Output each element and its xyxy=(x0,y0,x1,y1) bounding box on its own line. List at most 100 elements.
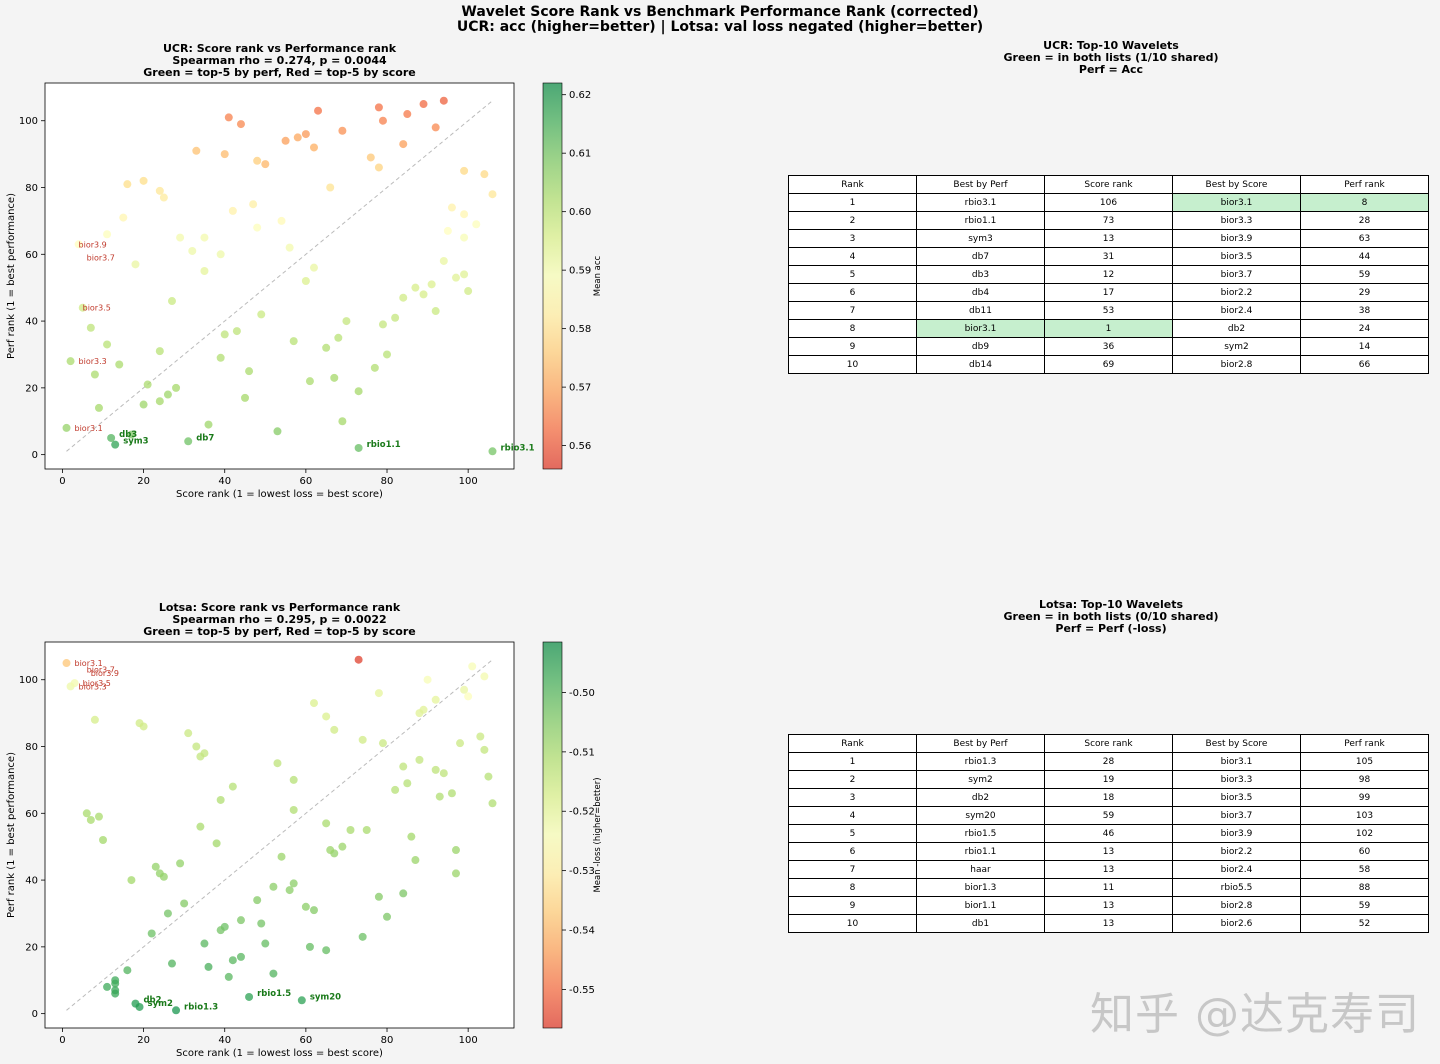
table-cell: bior3.3 xyxy=(1172,770,1301,789)
data-point xyxy=(200,939,209,948)
table-header-row: Rank Best by Perf Score rank Best by Score P… xyxy=(788,734,1429,753)
table-cell: bior1.3 xyxy=(916,878,1045,897)
data-point xyxy=(62,423,71,432)
table-cell: db9 xyxy=(916,337,1045,356)
data-point xyxy=(269,882,278,891)
data-point xyxy=(314,106,323,115)
data-point xyxy=(192,742,201,751)
table-cell: 31 xyxy=(1044,247,1173,266)
colorbar-tick-label: -0.50 xyxy=(569,688,595,699)
point-label: bior3.5 xyxy=(83,679,111,688)
colorbar-label: Mean acc xyxy=(593,255,603,296)
data-point xyxy=(86,815,95,824)
point-label: rbio3.1 xyxy=(500,443,534,453)
data-point xyxy=(245,992,254,1001)
data-point xyxy=(322,946,331,955)
data-point xyxy=(358,932,367,941)
data-point xyxy=(241,393,250,402)
y-tick-label: 0 xyxy=(32,450,38,461)
table-cell: db7 xyxy=(916,247,1045,266)
table-cell: bior2.8 xyxy=(1172,896,1301,915)
data-point xyxy=(399,140,408,149)
table-cell: bior2.2 xyxy=(1172,842,1301,861)
data-point xyxy=(374,103,383,112)
table-cell: 5 xyxy=(788,265,917,284)
data-point xyxy=(309,906,318,915)
data-point xyxy=(480,170,489,179)
colorbar-tick-label: 0.60 xyxy=(569,207,591,218)
data-point xyxy=(374,892,383,901)
data-point xyxy=(159,193,168,202)
data-point xyxy=(460,210,469,219)
table-cell: 18 xyxy=(1044,788,1173,807)
data-point xyxy=(488,447,497,456)
data-point xyxy=(86,323,95,332)
data-point xyxy=(257,919,266,928)
data-point xyxy=(289,805,298,814)
chart-title-line: Spearman rho = 0.295, p = 0.0022 xyxy=(172,613,386,626)
data-point xyxy=(285,243,294,252)
table-cell: 8 xyxy=(788,878,917,897)
colorbar-tick-label: -0.51 xyxy=(569,747,595,758)
data-point xyxy=(99,836,108,845)
table-cell: rbio1.3 xyxy=(916,752,1045,771)
table-cell: bior3.9 xyxy=(1172,824,1301,843)
table-row: 1 rbio1.3 28 bior3.1 105 xyxy=(788,752,1429,771)
colorbar-tick-label: 0.56 xyxy=(569,441,591,452)
colorbar-tick-label: 0.57 xyxy=(569,383,591,394)
y-tick-label: 40 xyxy=(25,876,38,887)
data-point xyxy=(366,153,375,162)
data-point xyxy=(236,120,245,129)
table-cell: db14 xyxy=(916,355,1045,374)
data-point xyxy=(90,370,99,379)
table-cell: 14 xyxy=(1300,337,1429,356)
data-point xyxy=(127,430,136,439)
table-cell: 1 xyxy=(1044,319,1173,338)
table-cell: rbio1.5 xyxy=(916,824,1045,843)
data-point xyxy=(431,695,440,704)
table-cell: bior2.4 xyxy=(1172,860,1301,879)
data-point xyxy=(176,859,185,868)
data-point xyxy=(172,1006,181,1015)
table-cell: bior3.1 xyxy=(1172,752,1301,771)
table-cell: 8 xyxy=(788,319,917,338)
table-cell: db3 xyxy=(916,265,1045,284)
data-point xyxy=(305,377,314,386)
data-point xyxy=(172,383,181,392)
data-point xyxy=(131,999,140,1008)
data-point xyxy=(301,277,310,286)
ucr-top10-table: Rank Best by Perf Score rank Best by Score P… xyxy=(788,175,1429,374)
data-point xyxy=(378,320,387,329)
table-cell: 13 xyxy=(1044,860,1173,879)
y-tick-label: 0 xyxy=(32,1009,38,1020)
data-point xyxy=(342,317,351,326)
table-row: 5 rbio1.5 46 bior3.9 102 xyxy=(788,824,1429,843)
table-row: 2 sym2 19 bior3.3 98 xyxy=(788,770,1429,789)
table-cell: db2 xyxy=(916,788,1045,807)
point-label: db7 xyxy=(196,433,214,443)
table-cell: 105 xyxy=(1300,752,1429,771)
x-tick-label: 20 xyxy=(137,476,150,487)
y-tick-label: 40 xyxy=(25,317,38,328)
colorbar-label: Mean -loss (higher=better) xyxy=(593,777,603,892)
point-label: rbio1.3 xyxy=(184,1002,218,1012)
data-point xyxy=(451,869,460,878)
y-tick-label: 80 xyxy=(25,742,38,753)
table-cell: 6 xyxy=(788,842,917,861)
table-cell: bior3.3 xyxy=(1172,211,1301,230)
table-cell: 19 xyxy=(1044,770,1173,789)
data-point xyxy=(403,779,412,788)
table-cell: 13 xyxy=(1044,896,1173,915)
data-point xyxy=(435,792,444,801)
data-point xyxy=(391,313,400,322)
data-point xyxy=(289,879,298,888)
colorbar-tick-label: -0.54 xyxy=(569,926,595,937)
table-cell: 59 xyxy=(1300,896,1429,915)
data-point xyxy=(480,672,489,681)
x-tick-label: 80 xyxy=(381,1035,394,1046)
data-point xyxy=(74,240,83,249)
table-cell: 60 xyxy=(1300,842,1429,861)
table-cell: 103 xyxy=(1300,806,1429,825)
table-cell: 28 xyxy=(1044,752,1173,771)
